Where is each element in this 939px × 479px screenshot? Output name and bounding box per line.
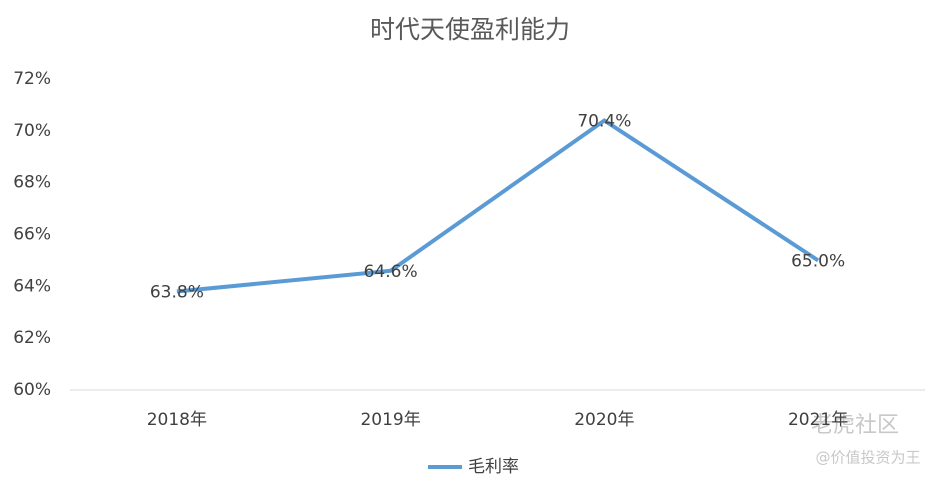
y-tick-label: 70% [13,121,51,141]
x-tick-label: 2021年 [788,410,848,430]
line-series [176,118,820,294]
chart-title: 时代天使盈利能力 [370,15,570,44]
y-tick-label: 62% [13,328,51,348]
y-tick-label: 66% [13,225,51,245]
watermark-handle: @价值投资为王 [815,449,920,467]
data-label: 63.8% [150,283,204,303]
data-label: 70.4% [577,111,631,131]
legend-label: 毛利率 [468,457,519,477]
y-tick-label: 72% [13,69,51,89]
y-tick-label: 60% [13,380,51,400]
x-tick-label: 2018年 [147,410,207,430]
watermark-brand: 老虎社区 [811,413,899,438]
x-tick-label: 2019年 [360,410,420,430]
x-tick-label: 2020年 [574,410,634,430]
y-tick-label: 68% [13,173,51,193]
data-label: 65.0% [791,251,845,271]
y-tick-label: 64% [13,276,51,296]
data-label: 64.6% [364,262,418,282]
